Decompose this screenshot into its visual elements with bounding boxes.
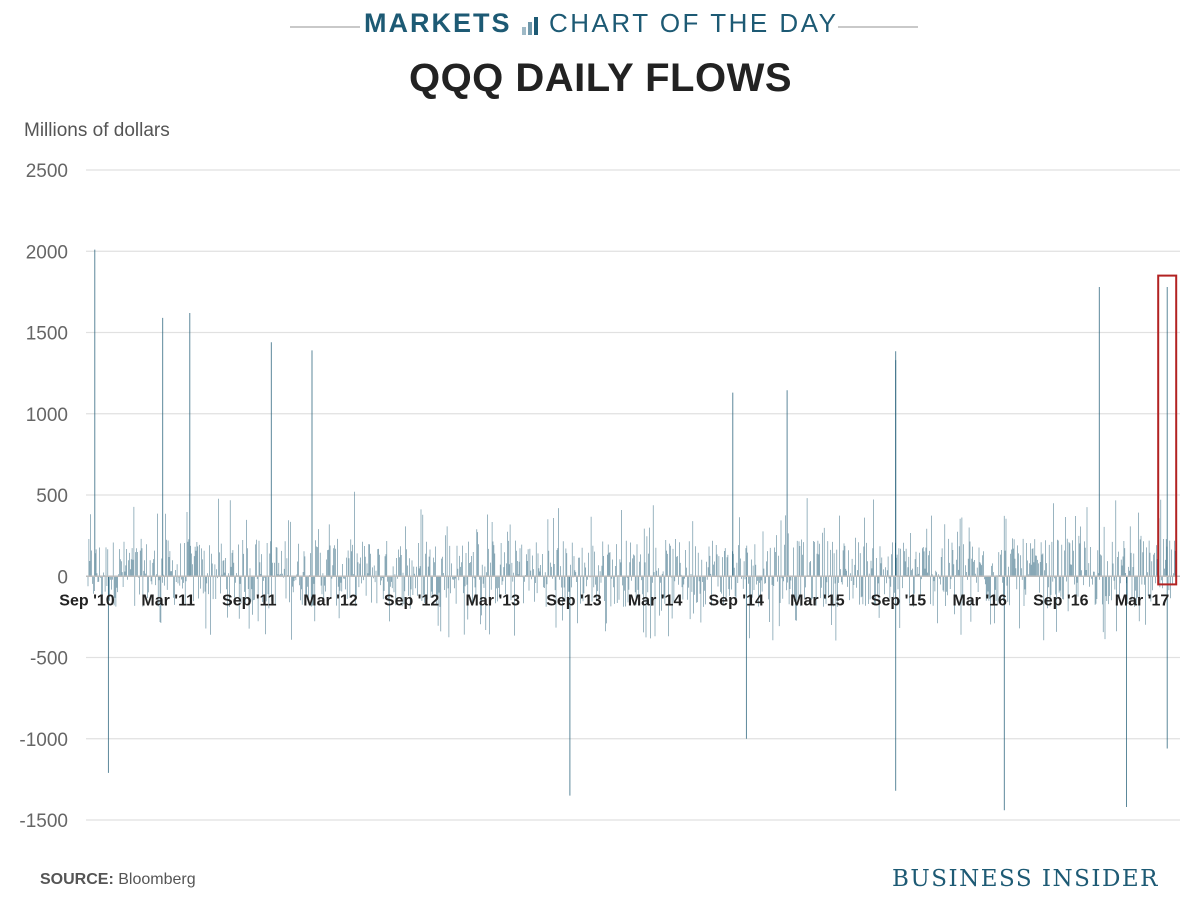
section-label: MARKETS <box>364 8 512 38</box>
y-tick-label: 1000 <box>26 405 68 426</box>
y-tick-label: 2000 <box>26 242 68 263</box>
spike-bars <box>86 249 1180 811</box>
header-rule-left <box>290 26 360 28</box>
highlight-rect <box>1157 274 1178 586</box>
y-tick-label: 0 <box>57 567 68 588</box>
x-tick-label: Mar '13 <box>466 592 521 609</box>
y-tick-label: 2500 <box>26 161 68 182</box>
source-label: SOURCE: <box>40 871 114 888</box>
flow-bars <box>87 491 1176 641</box>
x-tick-label: Mar '15 <box>790 592 845 609</box>
x-tick-label: Sep '10 <box>59 592 114 609</box>
highlight-box <box>1157 274 1178 586</box>
source-value: Bloomberg <box>118 871 196 888</box>
x-tick-label: Sep '12 <box>384 592 439 609</box>
y-tick-labels: 2500 2000 1500 1000 500 0 -500 -1000 -1500 <box>19 161 68 832</box>
y-tick-label: 500 <box>36 486 68 507</box>
header-rule-right <box>838 26 918 28</box>
chart-title: QQQ DAILY FLOWS <box>408 56 793 100</box>
y-tick-label: -1500 <box>19 811 68 832</box>
x-tick-label: Mar '12 <box>303 592 358 609</box>
y-axis-label: Millions of dollars <box>24 120 170 141</box>
x-tick-labels: Sep '10 Mar '11 Sep '11 Mar '12 Sep '12 Mar '… <box>59 592 1169 609</box>
source-note: SOURCE: Bloomberg <box>40 871 196 889</box>
x-tick-label: Sep '15 <box>871 592 926 609</box>
y-tick-label: 1500 <box>26 324 68 345</box>
x-tick-label: Sep '13 <box>546 592 601 609</box>
x-tick-label: Sep '14 <box>709 592 764 609</box>
x-tick-label: Mar '16 <box>952 592 1007 609</box>
y-tick-label: -500 <box>30 649 68 670</box>
chart-header: MARKETS CHART OF THE DAY <box>0 6 1201 40</box>
grid-lines <box>86 169 1180 821</box>
x-tick-label: Sep '11 <box>222 592 277 609</box>
bar-chart-icon <box>522 17 538 35</box>
y-tick-label: -1000 <box>19 730 68 751</box>
x-tick-label: Mar '17 <box>1115 592 1170 609</box>
x-tick-label: Mar '14 <box>628 592 683 609</box>
feature-label: CHART OF THE DAY <box>549 8 839 38</box>
x-tick-label: Mar '11 <box>141 592 195 609</box>
x-tick-label: Sep '16 <box>1033 592 1088 609</box>
brand-logo: BUSINESS INSIDER <box>891 866 1159 892</box>
